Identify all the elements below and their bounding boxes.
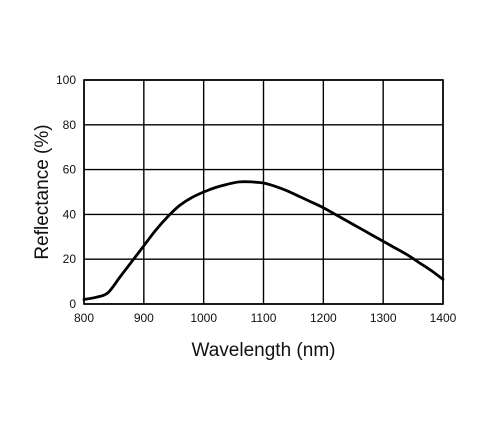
x-tick-label: 800 bbox=[74, 311, 94, 325]
y-tick-label: 60 bbox=[63, 163, 77, 177]
x-tick-label: 900 bbox=[134, 311, 154, 325]
x-tick-labels: 800 900 1000 1100 1200 1300 1400 bbox=[74, 311, 457, 325]
y-tick-label: 40 bbox=[63, 207, 77, 221]
x-tick-label: 1200 bbox=[310, 311, 337, 325]
plot-frame bbox=[83, 79, 444, 305]
x-tick-label: 1400 bbox=[430, 311, 457, 325]
x-axis-label: Wavelength (nm) bbox=[192, 340, 336, 361]
y-axis-label: Reflectance (%) bbox=[32, 124, 53, 259]
x-tick-label: 1300 bbox=[370, 311, 397, 325]
y-tick-label: 0 bbox=[69, 297, 76, 311]
x-tick-label: 1000 bbox=[190, 311, 217, 325]
grid bbox=[83, 79, 444, 305]
y-tick-label: 20 bbox=[63, 252, 77, 266]
y-tick-label: 100 bbox=[56, 73, 76, 87]
y-tick-label: 80 bbox=[63, 118, 77, 132]
series-layer bbox=[82, 180, 445, 301]
x-tick-label: 1100 bbox=[251, 311, 277, 325]
reflectance-curve bbox=[82, 180, 445, 301]
y-tick-labels: 0 20 40 60 80 100 bbox=[56, 73, 76, 311]
